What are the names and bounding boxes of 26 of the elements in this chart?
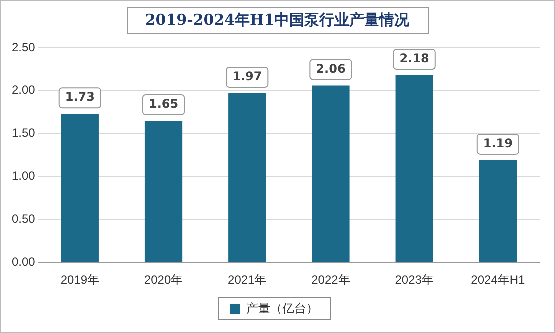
data-label: 2.18 [400,52,430,66]
data-label: 1.73 [65,90,95,104]
x-tick-label: 2023年 [395,273,434,288]
x-tick-label: 2021年 [228,273,267,288]
bar [228,93,266,262]
data-label: 1.97 [232,70,262,84]
y-tick-label: 0.50 [12,212,36,226]
x-tick-label: 2019年 [60,273,100,288]
data-label: 1.65 [148,97,179,112]
x-tick-label: 2020年 [144,273,184,288]
chart-title: 2019-2024年H1中国泵行业产量情况 [126,7,428,34]
data-label: 1.19 [483,136,513,151]
x-tick-label: 2024年H1 [471,273,526,288]
y-tick-label: 0.00 [12,254,36,269]
y-tick-label: 1.50 [12,126,36,140]
bar [312,86,350,262]
y-tick-label: 2.00 [12,83,36,98]
legend-label: 产量（亿台） [246,301,318,316]
y-tick-label: 1.00 [12,169,36,184]
x-tick-label: 2022年 [312,273,350,288]
y-tick-label: 2.50 [12,40,36,54]
bar [479,160,518,262]
bar [144,120,183,262]
bar [396,75,434,262]
data-label: 2.06 [316,62,346,76]
bar [61,114,99,262]
